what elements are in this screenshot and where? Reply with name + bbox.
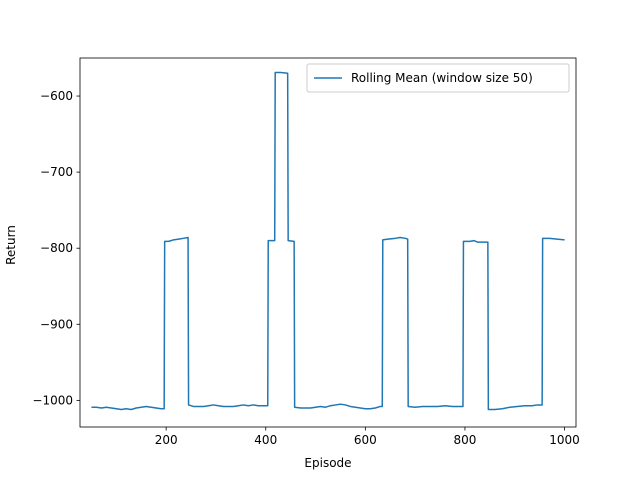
x-tick-label: 200 (155, 433, 178, 447)
x-axis-label: Episode (304, 456, 351, 470)
plot-area (79, 57, 577, 428)
series-line-0 (91, 71, 565, 411)
y-tick-label: −700 (40, 165, 73, 179)
x-tick-label: 400 (254, 433, 277, 447)
x-axis-ticks: 200 400 600 800 1000 (155, 427, 580, 447)
y-axis-ticks: −1000 −900 −800 −700 −600 (32, 89, 80, 407)
y-tick-label: −900 (40, 317, 73, 331)
x-tick-label: 800 (453, 433, 476, 447)
y-tick-label: −800 (40, 241, 73, 255)
x-tick-label: 600 (354, 433, 377, 447)
y-tick-label: −600 (40, 89, 73, 103)
legend: Rolling Mean (window size 50) (306, 63, 570, 93)
axes-frame (79, 57, 577, 428)
y-tick-label: −1000 (32, 393, 73, 407)
x-tick-label: 1000 (549, 433, 580, 447)
legend-box (306, 63, 570, 93)
y-axis-label: Return (4, 225, 18, 265)
legend-entry-label: Rolling Mean (window size 50) (351, 71, 533, 85)
